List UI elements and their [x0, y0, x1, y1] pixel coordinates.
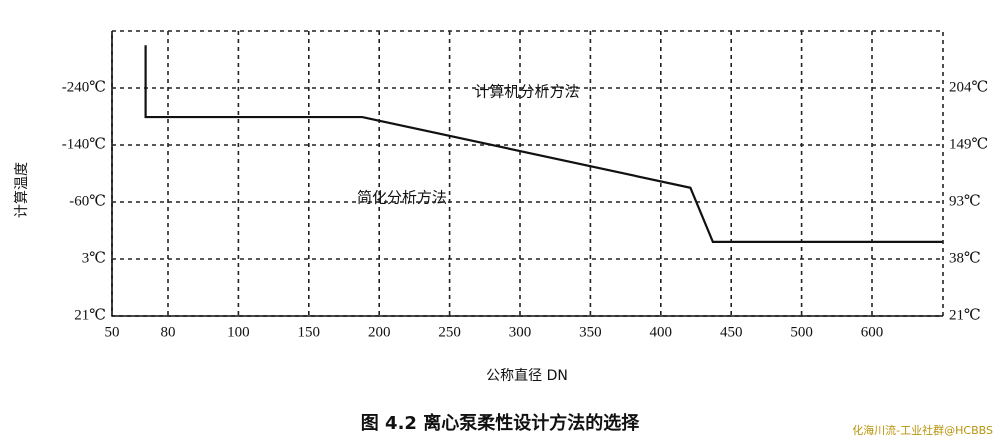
y2-tick-label: 21℃ — [949, 307, 981, 323]
annotation: 计算机分析方法 — [474, 83, 579, 101]
x-tick-label: 450 — [720, 324, 743, 340]
x-tick-label: 400 — [650, 324, 673, 340]
x-tick-label: 50 — [105, 324, 120, 340]
annotation: 简化分析方法 — [357, 189, 447, 207]
caption: 图 4.2 离心泵柔性设计方法的选择 — [361, 412, 640, 434]
y-tick-label: 21℃ — [74, 307, 106, 323]
y2-tick-label: 149℃ — [949, 136, 988, 152]
y-tick-label: -140℃ — [62, 136, 106, 152]
x-tick-label: 250 — [438, 324, 461, 340]
y-tick-label: -240℃ — [62, 79, 106, 95]
x-tick-label: 100 — [227, 324, 250, 340]
y2-tick-label: 204℃ — [949, 79, 988, 95]
y2-tick-label: 93℃ — [949, 193, 981, 209]
line — [144, 45, 943, 243]
y-tick-label: 3℃ — [82, 250, 106, 266]
x-tick-label: 350 — [579, 324, 602, 340]
x-tick-label: 80 — [161, 324, 176, 340]
x-tick-label: 600 — [861, 324, 884, 340]
x-tick-label: 200 — [368, 324, 391, 340]
x-tick-label: 150 — [298, 324, 321, 340]
y-axis-label: 计算温度 — [14, 162, 30, 218]
x-axis-label: 公称直径 DN — [486, 367, 568, 384]
x-tick-label: 300 — [509, 324, 532, 340]
plot-frame — [111, 30, 944, 317]
y2-tick-label: 38℃ — [949, 250, 981, 266]
watermark: 化海川流-工业社群@HCBBS — [852, 423, 993, 437]
y-tick-label: -60℃ — [69, 193, 106, 209]
x-tick-label: 500 — [790, 324, 813, 340]
